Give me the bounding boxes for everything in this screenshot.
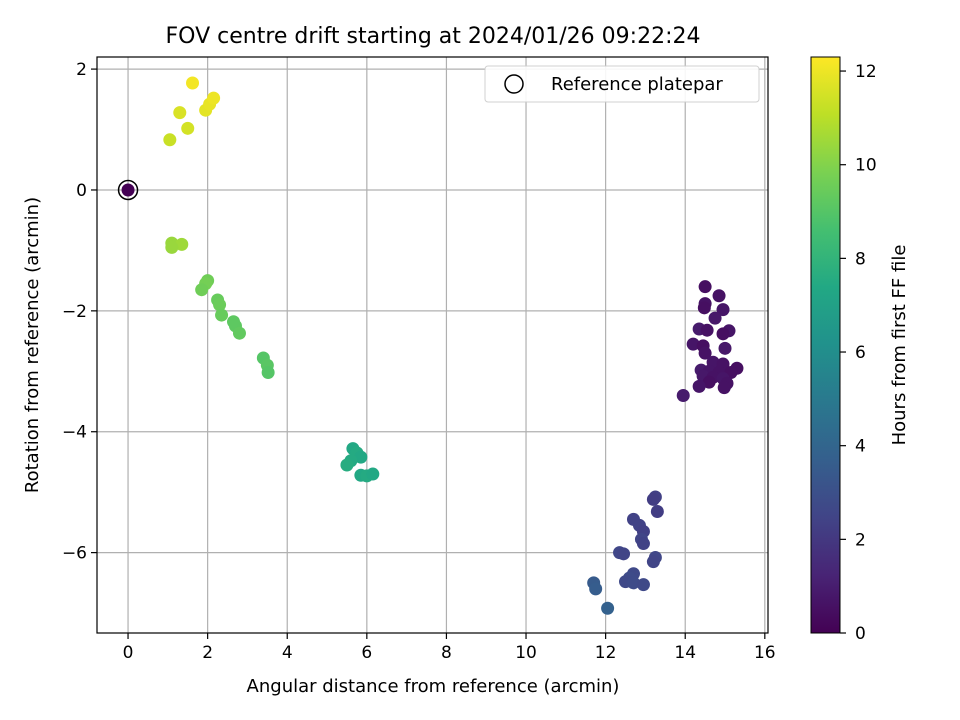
data-point (698, 346, 712, 360)
data-point (717, 381, 731, 395)
data-point (601, 601, 615, 615)
colorbar-tick-label: 0 (855, 624, 866, 644)
data-point (181, 121, 195, 135)
colorbar-tick-label: 4 (855, 437, 866, 457)
data-point (366, 467, 380, 481)
data-point (207, 91, 221, 105)
data-point (636, 578, 650, 592)
data-point (163, 133, 177, 147)
x-tick-label: 2 (202, 643, 213, 663)
data-point (165, 240, 179, 254)
legend-entry: Reference platepar (551, 74, 723, 95)
data-point (650, 505, 664, 519)
colorbar-tick-label: 10 (855, 156, 877, 176)
data-point (232, 326, 246, 340)
y-tick-label: −6 (62, 544, 87, 564)
data-point (173, 106, 187, 120)
data-point (697, 301, 711, 315)
colorbar-tick-label: 8 (855, 249, 866, 269)
data-point (686, 337, 700, 351)
data-point (186, 76, 200, 90)
y-tick-label: 2 (76, 60, 87, 80)
data-point (215, 308, 229, 322)
y-tick-label: 0 (76, 181, 87, 201)
x-tick-label: 16 (754, 643, 776, 663)
data-point (617, 547, 631, 561)
y-tick-label: −4 (62, 423, 87, 443)
data-point (698, 280, 712, 294)
colorbar-tick-label: 12 (855, 62, 877, 82)
grid-lines (97, 57, 768, 633)
data-point (636, 537, 650, 551)
data-point (708, 311, 722, 325)
colorbar-ticks: 0 2 4 6 8 10 12 (840, 62, 877, 644)
colorbar-tick-label: 6 (855, 343, 866, 363)
data-point (261, 366, 275, 380)
data-point (354, 450, 368, 464)
legend-marker-icon (504, 74, 524, 94)
data-point (692, 379, 706, 393)
plot-frame (96, 56, 769, 634)
x-tick-label: 14 (674, 643, 696, 663)
x-axis-label: Angular distance from reference (arcmin) (247, 676, 620, 697)
data-point (195, 283, 209, 297)
data-point (702, 375, 716, 389)
data-points (117, 76, 744, 615)
data-point (716, 327, 730, 341)
x-tick-label: 0 (123, 643, 134, 663)
legend: Reference platepar (484, 65, 760, 103)
data-point (712, 289, 726, 303)
x-tick-label: 10 (515, 643, 537, 663)
x-tick-label: 4 (282, 643, 293, 663)
data-point (646, 492, 660, 506)
x-axis-ticks: 0 2 4 6 8 10 12 14 16 (123, 633, 776, 663)
data-point (718, 341, 732, 355)
data-point (340, 458, 354, 472)
data-point (626, 576, 640, 590)
data-point (589, 582, 603, 596)
chart-title: FOV centre drift starting at 2024/01/26 … (166, 24, 701, 49)
colorbar-label: Hours from first FF file (889, 245, 910, 446)
colorbar-gradient (810, 56, 841, 634)
data-point (646, 555, 660, 569)
colorbar-tick-label: 2 (855, 530, 866, 550)
y-tick-label: −2 (62, 302, 87, 322)
data-point (700, 323, 714, 337)
data-point (716, 303, 730, 317)
reference-point-fill (121, 183, 135, 197)
y-axis-label: Rotation from reference (arcmin) (22, 197, 43, 493)
y-axis-ticks: −6 −4 −2 0 2 (62, 60, 97, 564)
data-point (227, 315, 241, 329)
x-tick-label: 6 (361, 643, 372, 663)
data-point (175, 237, 189, 251)
legend-box (484, 65, 760, 103)
data-point (213, 298, 227, 312)
colorbar: 0 2 4 6 8 10 12 Hours from first FF file (810, 56, 910, 644)
x-tick-label: 8 (441, 643, 452, 663)
reference-platepar-marker (117, 179, 139, 201)
x-tick-label: 12 (595, 643, 617, 663)
data-point (676, 388, 690, 402)
